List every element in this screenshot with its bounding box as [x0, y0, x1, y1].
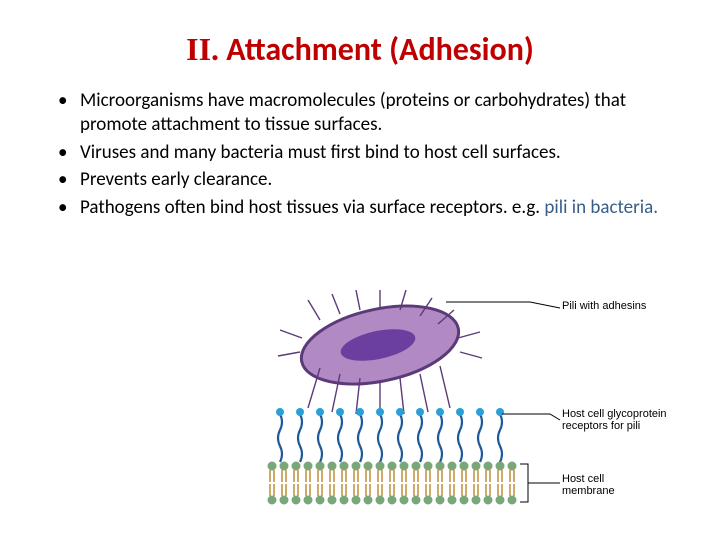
membrane	[268, 462, 517, 505]
bullet-text: Viruses and many bacteria must first bin…	[80, 141, 561, 164]
label-receptors: Host cell glycoprotein receptors for pil…	[562, 408, 682, 432]
receptor	[496, 408, 504, 462]
title-text: Attachment (Adhesion)	[226, 30, 534, 69]
slide: II. Attachment (Adhesion) Microorganisms…	[0, 0, 720, 540]
receptor	[296, 408, 304, 462]
bullet-item: Prevents early clearance.	[58, 168, 662, 192]
receptor	[376, 408, 384, 462]
receptor	[476, 408, 484, 462]
label-pili: Pili with adhesins	[562, 300, 672, 312]
slide-title: II. Attachment (Adhesion)	[40, 30, 680, 69]
label-membrane: Host cell membrane	[562, 473, 662, 497]
receptor	[396, 408, 404, 462]
receptor	[276, 408, 284, 462]
bullet-list: Microorganisms have macromolecules (prot…	[40, 89, 680, 220]
title-roman: II.	[186, 31, 219, 67]
bullet-text: Microorganisms have macromolecules (prot…	[80, 89, 626, 136]
bullet-item: Microorganisms have macromolecules (prot…	[58, 89, 662, 137]
receptors-group	[276, 408, 504, 462]
bacterium	[278, 290, 482, 416]
bullet-text: Prevents early clearance.	[80, 168, 272, 191]
receptor	[436, 408, 444, 462]
leader-lines	[446, 302, 560, 502]
bullet-item: Pathogens often bind host tissues via su…	[58, 196, 662, 220]
receptor	[416, 408, 424, 462]
receptor	[336, 408, 344, 462]
receptor	[316, 408, 324, 462]
bullet-text: Pathogens often bind host tissues via su…	[80, 196, 544, 219]
receptor	[356, 408, 364, 462]
receptor	[456, 408, 464, 462]
bullet-highlight: pili in bacteria.	[544, 196, 658, 219]
bullet-item: Viruses and many bacteria must first bin…	[58, 141, 662, 165]
diagram: Pili with adhesins Host cell glycoprotei…	[250, 290, 670, 520]
